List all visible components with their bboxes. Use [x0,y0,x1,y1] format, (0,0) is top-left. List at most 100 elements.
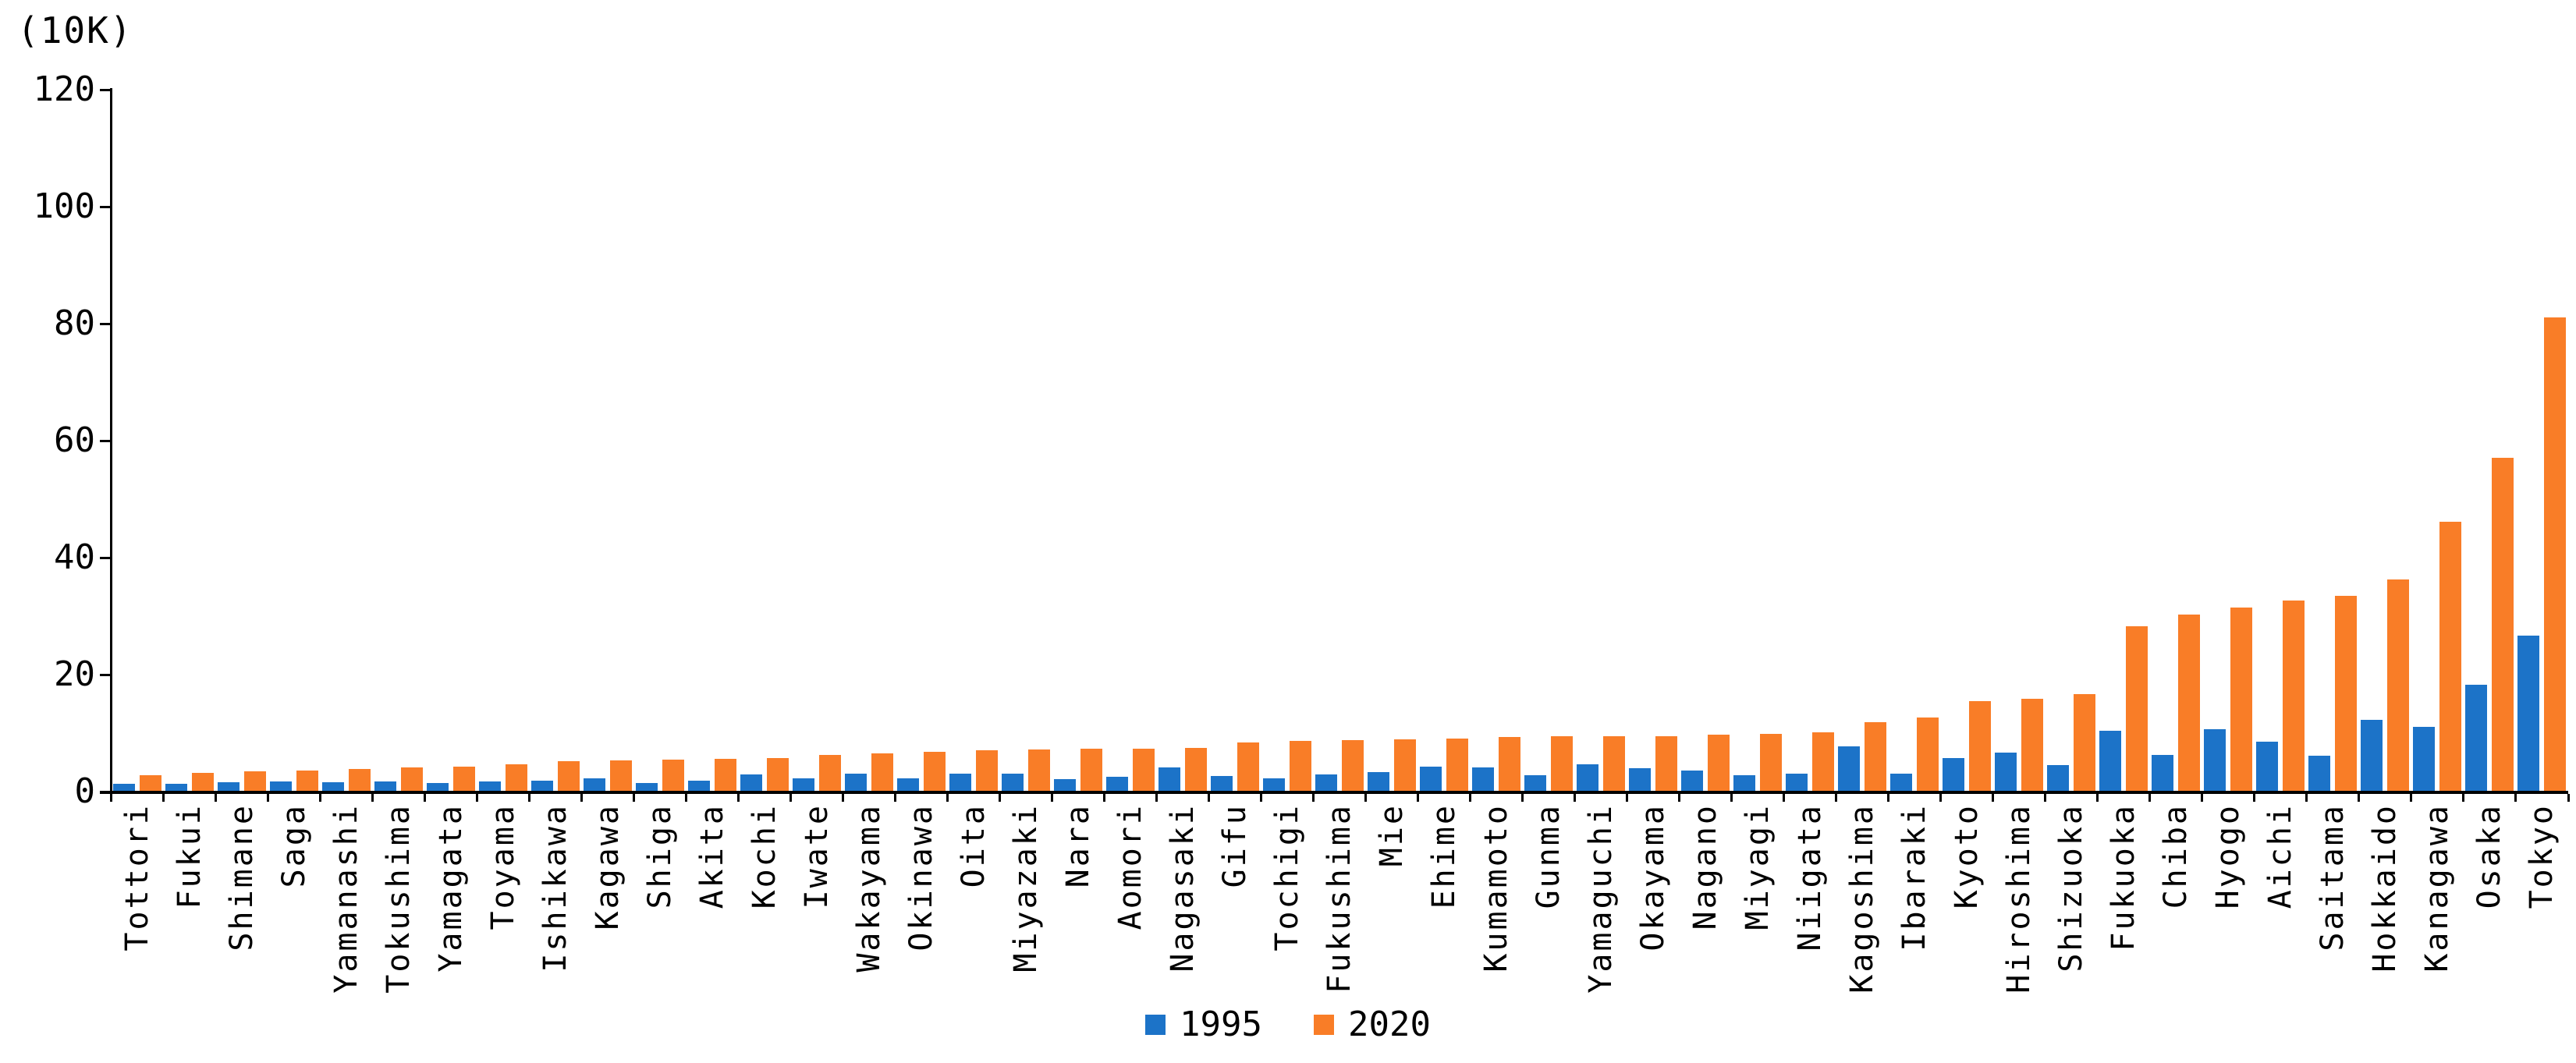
x-axis-tick [2044,794,2047,802]
bar-1995 [1733,774,1756,791]
bar-2020 [2074,693,2096,791]
bar-1995 [269,781,292,791]
x-axis-tick [1939,794,1943,802]
y-axis-unit-label: (10K) [17,9,133,51]
bar-2020 [1865,721,1887,791]
bar-1995 [1210,776,1233,791]
x-tick-label: Osaka [2471,803,2508,909]
x-axis-tick [1626,794,1629,802]
y-axis-tick [100,205,111,208]
bar-2020 [400,767,423,791]
bar-2020 [505,764,527,791]
bar-2020 [2021,698,2044,791]
bar-2020 [714,758,736,791]
bar-2020 [1394,739,1417,791]
x-axis-tick [1730,794,1733,802]
bar-1995 [2152,754,2174,791]
x-axis-tick [2358,794,2361,802]
bar-1995 [687,780,710,791]
bar-1995 [1001,773,1024,791]
y-axis-tick [100,322,111,325]
x-axis-tick [1311,794,1315,802]
legend-label-2020: 2020 [1348,1005,1431,1044]
x-axis-tick [2567,794,2570,802]
x-axis-tick [1992,794,1995,802]
x-tick-label: Miyazaki [1007,803,1044,973]
bar-2020 [975,750,998,791]
x-tick-label: Saitama [2315,803,2351,951]
bar-2020 [1080,749,1102,791]
x-tick-label: Saga [275,803,312,888]
x-axis-tick [423,794,426,802]
bar-1995 [1681,770,1704,791]
x-tick-label: Toyama [484,803,521,930]
x-axis-tick [109,794,112,802]
y-axis-tick-label: 80 [54,303,95,343]
bar-2020 [766,758,789,791]
bar-1995 [426,782,449,791]
bar-2020 [2335,596,2358,791]
y-axis-tick [100,673,111,676]
bar-1995 [1577,764,1599,791]
bar-1995 [844,774,867,791]
x-tick-label: Mie [1374,803,1410,867]
x-axis-tick [893,794,896,802]
y-axis-tick-label: 60 [54,420,95,460]
y-axis-tick-label: 20 [54,654,95,694]
x-tick-label: Okayama [1635,803,1672,951]
bar-2020 [923,751,946,791]
x-tick-label: Tochigi [1268,803,1305,951]
x-tick-label: Iwate [798,803,835,909]
x-tick-label: Aomori [1112,803,1148,930]
bar-2020 [2283,601,2305,791]
bar-2020 [1446,739,1469,791]
bar-2020 [1708,735,1730,791]
bar-1995 [1368,772,1390,791]
x-axis-tick [998,794,1001,802]
x-axis-tick [2514,794,2517,802]
bar-1995 [1524,774,1547,791]
x-tick-label: Gunma [1531,803,1567,909]
x-tick-label: Tottori [119,803,155,951]
x-tick-label: Tokyo [2524,803,2560,909]
y-axis-tick [100,439,111,442]
x-tick-label: Chiba [2158,803,2195,909]
x-tick-label: Kanagawa [2419,803,2456,973]
x-tick-label: Fukui [171,803,208,909]
bar-2020 [2387,579,2410,791]
bar-1995 [1472,767,1495,791]
x-axis-tick [580,794,583,802]
x-axis-tick [1783,794,1786,802]
x-axis-tick [214,794,217,802]
bar-1995 [1105,777,1128,791]
x-tick-label: Nara [1059,803,1096,888]
x-tick-label: Yamaguchi [1583,803,1620,994]
x-tick-label: Nagasaki [1164,803,1201,973]
bar-2020 [243,771,266,791]
x-axis-tick [1155,794,1158,802]
bar-2020 [871,753,893,791]
x-tick-label: Ishikawa [537,803,573,973]
x-axis-tick [1207,794,1210,802]
legend-swatch-2020 [1314,1014,1334,1035]
bar-1995 [2256,742,2279,791]
bar-2020 [1342,739,1364,791]
bar-1995 [583,778,605,791]
x-tick-label: Hyogo [2210,803,2247,909]
x-tick-label: Kochi [746,803,782,909]
bar-1995 [896,778,919,791]
x-axis-tick [1887,794,1890,802]
x-tick-label: Shiga [641,803,678,909]
x-axis-tick [2201,794,2204,802]
bar-1995 [2204,728,2227,791]
x-tick-label: Shimane [223,803,260,951]
bar-1995 [1158,767,1180,791]
x-axis-tick [789,794,792,802]
bar-1995 [321,781,344,791]
bar-2020 [2230,607,2253,791]
bar-1995 [1420,767,1442,791]
x-tick-label: Niigata [1792,803,1829,951]
bar-1995 [1629,767,1652,791]
x-axis-tick [161,794,165,802]
